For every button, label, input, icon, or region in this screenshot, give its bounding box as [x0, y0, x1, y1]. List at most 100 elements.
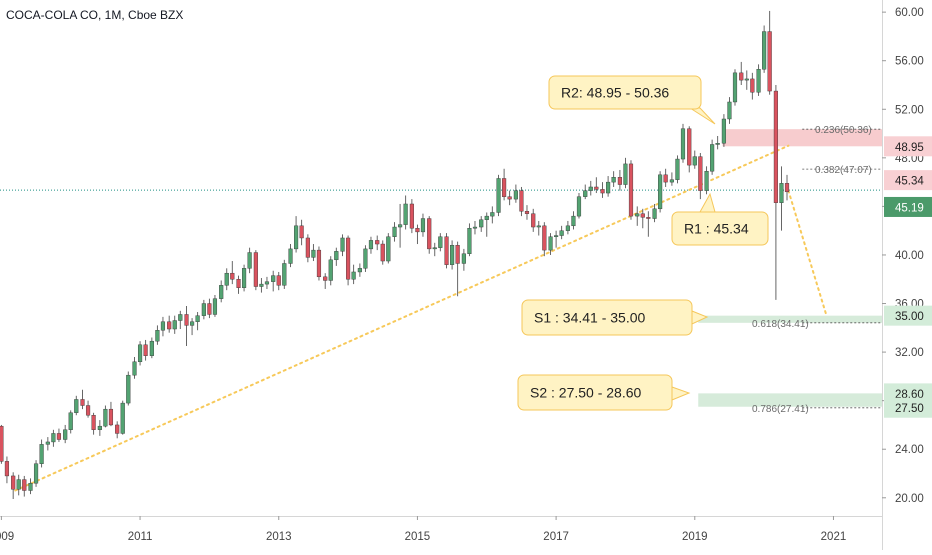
candle-up[interactable]	[294, 225, 299, 250]
candle-up[interactable]	[744, 78, 749, 81]
candle-up[interactable]	[132, 361, 137, 376]
candle-down[interactable]	[507, 196, 512, 200]
candle-down[interactable]	[663, 174, 668, 183]
candle-up[interactable]	[368, 240, 374, 250]
candle-down[interactable]	[236, 279, 241, 288]
candle-up[interactable]	[635, 213, 640, 217]
candle-down[interactable]	[305, 237, 310, 258]
candle-down[interactable]	[316, 249, 322, 278]
candle-up[interactable]	[692, 156, 697, 166]
candle-down[interactable]	[427, 218, 432, 250]
candle-up[interactable]	[386, 236, 391, 262]
candle-up[interactable]	[155, 330, 160, 342]
candle-down[interactable]	[773, 90, 778, 203]
candle-up[interactable]	[484, 215, 489, 220]
candle-down[interactable]	[698, 156, 703, 191]
candle-up[interactable]	[195, 315, 200, 322]
candle-up[interactable]	[652, 208, 657, 219]
candle-up[interactable]	[583, 190, 588, 197]
candle-down[interactable]	[184, 314, 189, 326]
candle-up[interactable]	[675, 158, 680, 180]
candle-up[interactable]	[137, 344, 143, 363]
s2-callout[interactable]: S2 : 27.50 - 28.60	[517, 374, 691, 411]
candle-up[interactable]	[398, 224, 403, 228]
candle-down[interactable]	[11, 475, 16, 490]
candle-up[interactable]	[63, 429, 68, 440]
candle-down[interactable]	[253, 252, 258, 287]
candle-up[interactable]	[554, 235, 559, 237]
candle-up[interactable]	[513, 190, 518, 200]
candle-down[interactable]	[617, 177, 622, 185]
candle-up[interactable]	[189, 321, 195, 326]
candle-up[interactable]	[39, 444, 44, 464]
candle-down[interactable]	[600, 189, 605, 194]
time-axis[interactable]	[0, 516, 882, 550]
candle-down[interactable]	[415, 228, 420, 233]
candle-up[interactable]	[715, 143, 720, 145]
candle-down[interactable]	[4, 461, 10, 477]
candle-down[interactable]	[646, 217, 651, 219]
candle-up[interactable]	[606, 181, 611, 194]
candle-up[interactable]	[259, 283, 264, 287]
candle-up[interactable]	[160, 321, 166, 331]
candle-down[interactable]	[276, 275, 281, 286]
candle-up[interactable]	[565, 225, 570, 231]
candle-up[interactable]	[68, 412, 73, 430]
candle-down[interactable]	[346, 237, 351, 280]
candle-down[interactable]	[594, 186, 599, 190]
candle-up[interactable]	[611, 177, 616, 183]
candle-up[interactable]	[559, 230, 564, 236]
candle-up[interactable]	[779, 183, 784, 203]
candle-up[interactable]	[120, 402, 125, 434]
candle-up[interactable]	[172, 320, 177, 330]
candle-up[interactable]	[16, 479, 21, 490]
candle-up[interactable]	[576, 196, 582, 217]
candle-down[interactable]	[767, 31, 772, 92]
candle-up[interactable]	[288, 248, 293, 264]
candle-up[interactable]	[623, 163, 628, 185]
candle-down[interactable]	[524, 211, 530, 214]
candle-down[interactable]	[115, 424, 120, 434]
candle-down[interactable]	[22, 479, 27, 491]
candle-up[interactable]	[334, 251, 339, 261]
projection-line[interactable]	[787, 189, 828, 317]
candle-up[interactable]	[311, 249, 316, 258]
candle-up[interactable]	[45, 441, 50, 445]
candle-up[interactable]	[212, 298, 218, 315]
candle-down[interactable]	[739, 72, 744, 81]
candle-down[interactable]	[531, 213, 536, 228]
candle-down[interactable]	[502, 178, 507, 197]
candle-up[interactable]	[33, 463, 39, 484]
candle-up[interactable]	[178, 314, 183, 321]
candle-up[interactable]	[704, 170, 709, 191]
candle-up[interactable]	[721, 118, 726, 144]
candle-down[interactable]	[444, 236, 449, 265]
r2-callout[interactable]: R2: 48.95 - 50.36	[548, 75, 716, 125]
candle-up[interactable]	[392, 226, 397, 237]
candle-up[interactable]	[126, 374, 131, 404]
candle-up[interactable]	[479, 219, 484, 228]
r1-callout[interactable]: R1 : 45.34	[671, 192, 769, 246]
candle-up[interactable]	[241, 268, 247, 288]
candle-up[interactable]	[420, 218, 426, 233]
candle-up[interactable]	[340, 237, 345, 252]
candle-up[interactable]	[247, 252, 252, 269]
candle-down[interactable]	[167, 321, 172, 330]
candle-up[interactable]	[571, 215, 576, 227]
s1-callout[interactable]: S1 : 34.41 - 35.00	[521, 299, 709, 336]
candle-down[interactable]	[455, 245, 460, 264]
candle-down[interactable]	[409, 203, 414, 229]
candle-up[interactable]	[357, 268, 362, 273]
candle-up[interactable]	[588, 186, 593, 191]
candle-down[interactable]	[80, 399, 85, 406]
candle-down[interactable]	[640, 213, 645, 218]
candle-up[interactable]	[103, 408, 108, 427]
candle-up[interactable]	[472, 226, 478, 229]
candle-down[interactable]	[207, 303, 212, 315]
candle-up[interactable]	[680, 128, 686, 160]
candle-up[interactable]	[732, 72, 738, 103]
candle-up[interactable]	[351, 271, 356, 280]
candle-up[interactable]	[710, 144, 715, 172]
